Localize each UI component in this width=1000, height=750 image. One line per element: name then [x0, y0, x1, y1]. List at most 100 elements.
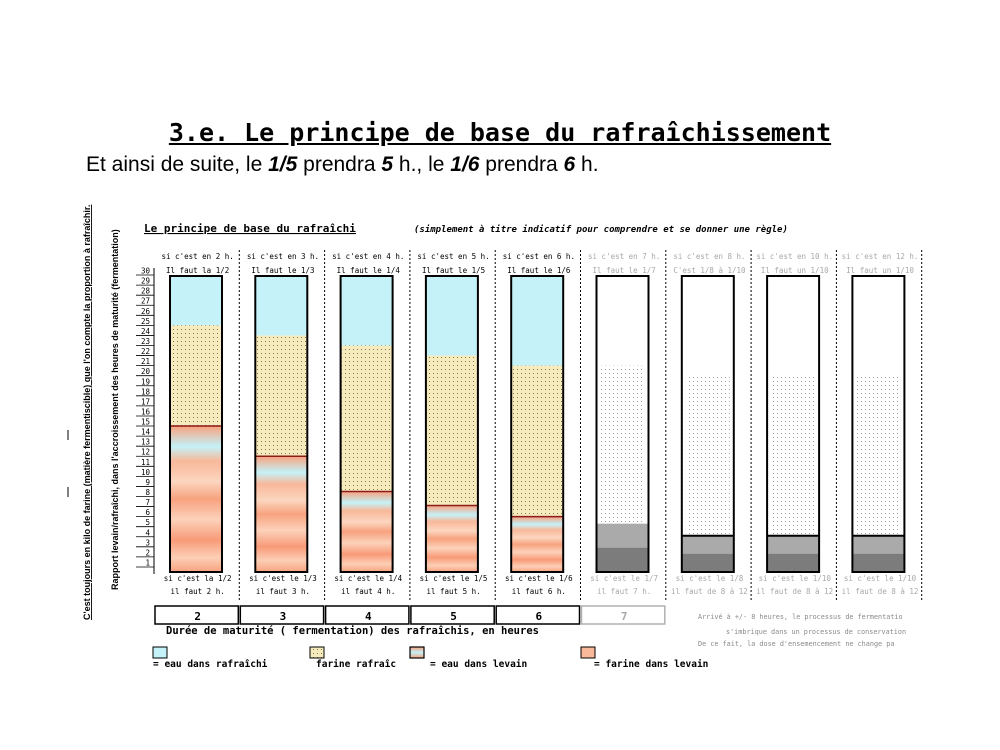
y-tick-label: 14 — [141, 428, 151, 437]
x-axis-label: Durée de maturité ( fermentation) des ra… — [166, 625, 539, 637]
subtitle-bold: 6 — [563, 153, 576, 176]
column-bottom-label: si c'est le 1/7 — [590, 574, 658, 583]
column-bottom-label: si c'est le 1/3 — [249, 574, 317, 583]
column-rule-label: Il faut le 1/4 — [337, 266, 401, 275]
bar-outline — [424, 275, 479, 573]
subtitle-bold: 1/6 — [450, 153, 480, 176]
bar-outline — [595, 275, 650, 573]
bar-levain — [425, 505, 478, 572]
x-tick-box — [239, 605, 325, 625]
column-top-label: si c'est en 12 h. — [842, 252, 919, 261]
y-tick-label: 20 — [141, 367, 151, 376]
y-tick-label: 8 — [145, 488, 150, 497]
y-tick-label: 22 — [141, 347, 150, 356]
legend-swatch-eau-levain — [409, 646, 425, 659]
y-tick-label: 5 — [145, 518, 150, 527]
y-tick-label: 13 — [141, 438, 150, 447]
column-top-label: si c'est en 7 h. — [588, 252, 660, 261]
x-tick-box — [495, 605, 581, 625]
note-line: De ce fait, la dose d'ensemencement ne c… — [698, 640, 894, 648]
y-tick-label: 11 — [141, 458, 150, 467]
bar-eau-rafraichi — [425, 276, 478, 356]
bar-eau-rafraichi — [170, 276, 222, 326]
y-tick-label: 26 — [141, 307, 151, 316]
bar-outline — [851, 275, 906, 573]
x-tick-box — [580, 605, 666, 625]
legend-swatch-farine-levain — [580, 646, 596, 659]
bar-levain — [511, 516, 564, 572]
bar-gray-levain-dark — [596, 547, 649, 572]
bar-outline — [510, 275, 565, 573]
column-rule-label: Il faut un 1/10 — [761, 266, 829, 275]
y-tick-label: 28 — [141, 287, 151, 296]
legend-label: = farine dans levain — [594, 659, 708, 670]
bar-eau-rafraichi — [511, 276, 564, 366]
bar-outline — [169, 275, 223, 573]
column-hours-label: il faut de 8 à 12 — [671, 587, 748, 596]
column-hours-label: il faut 7 h. — [597, 587, 651, 596]
chart-title: Le principe de base du rafraîchi — [144, 222, 356, 235]
legend-swatch-farine-rafraichi — [309, 646, 325, 659]
subtitle-part: prendra — [479, 153, 564, 176]
x-tick-box — [154, 605, 240, 625]
y-tick-label: 25 — [141, 317, 150, 326]
bar-gray-levain-dark — [852, 553, 905, 572]
y-tick-label: 1 — [145, 558, 150, 567]
page-title: 3.e. Le principe de base du rafraîchisse… — [168, 118, 832, 147]
bar-farine-rafraichi — [255, 335, 308, 457]
y-tick-label: 21 — [141, 357, 150, 366]
legend-swatch-eau-rafraichi — [152, 646, 168, 659]
bar-eau-rafraichi — [255, 276, 308, 336]
bar-outline — [254, 275, 309, 573]
bar-outline — [339, 275, 394, 573]
x-tick-label: 5 — [450, 610, 457, 623]
column-bottom-label: si c'est le 1/5 — [420, 574, 488, 583]
y-axis-label-inner: Rapport levain/rafraîchi, dans l'accrois… — [110, 229, 120, 590]
bar-farine-rafraichi — [425, 355, 478, 506]
y-tick-label: 30 — [141, 267, 151, 276]
y-tick-label: 16 — [141, 407, 151, 416]
subtitle-bold: 1/5 — [268, 153, 298, 176]
y-tick-label: 24 — [141, 327, 151, 336]
x-tick-box — [410, 605, 495, 625]
legend-label: = eau dans levain — [430, 659, 527, 670]
column-bottom-label: si c'est le 1/6 — [505, 574, 573, 583]
bar-faded-dots — [771, 375, 816, 536]
column-hours-label: il faut 4 h. — [341, 587, 395, 596]
subtitle-part: Et ainsi de suite, le — [86, 153, 269, 176]
column-bottom-label: si c'est le 1/4 — [334, 574, 402, 583]
subtitle-part: h. — [575, 153, 599, 176]
column-top-label: si c'est en 2 h. — [162, 252, 234, 261]
column-hours-label: il faut 6 h. — [512, 587, 566, 596]
y-tick-label: 4 — [145, 528, 150, 537]
subtitle-bold: 5 — [381, 153, 394, 176]
x-tick-label: 4 — [365, 610, 372, 623]
y-tick-label: 6 — [145, 508, 150, 517]
column-hours-label: il faut de 8 à 12 — [756, 587, 833, 596]
bar-faded-dots — [856, 375, 901, 536]
chart-title-note: (simplement à titre indicatif pour compr… — [414, 224, 788, 235]
column-rule-label: Il faut le 1/6 — [507, 266, 571, 275]
column-hours-label: il faut 3 h. — [256, 587, 310, 596]
column-rule-label: Il faut le 1/5 — [422, 266, 485, 275]
y-tick-label: 7 — [145, 498, 150, 507]
column-top-label: si c'est en 5 h. — [417, 252, 489, 261]
column-rule-label: Il faut le 1/3 — [251, 266, 314, 275]
y-tick-label: 18 — [141, 387, 151, 396]
column-bottom-label: si c'est le 1/10 — [844, 574, 917, 583]
bar-faded-dots — [600, 365, 645, 524]
bar-eau-rafraichi — [340, 276, 393, 346]
y-axis-label-outer: C'est toujours en kilo de farine (matièr… — [82, 205, 92, 620]
y-tick-label: 27 — [141, 297, 150, 306]
bar-farine-rafraichi — [511, 365, 564, 517]
y-tick-label: 19 — [141, 377, 150, 386]
y-tick-label: 29 — [141, 277, 150, 286]
bar-farine-rafraichi — [340, 345, 393, 492]
column-bottom-label: si c'est le 1/10 — [759, 574, 832, 583]
y-tick-label: 15 — [141, 418, 150, 427]
subtitle-part: h., le — [393, 153, 451, 176]
y-tick-label: 17 — [141, 397, 150, 406]
column-bottom-label: si c'est le 1/8 — [676, 574, 744, 583]
y-tick-label: 12 — [141, 448, 150, 457]
